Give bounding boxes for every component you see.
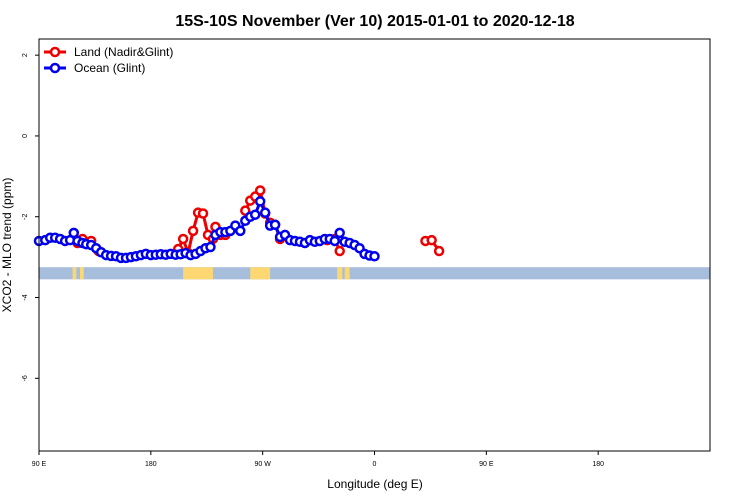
land-band-segment [72, 267, 77, 280]
data-point [197, 208, 209, 219]
x-axis-label: Longitude (deg E) [327, 477, 422, 491]
data-point [369, 251, 380, 262]
data-point [334, 245, 345, 257]
land-band-segment [183, 267, 213, 280]
data-point [254, 196, 266, 207]
y-axis-label: XCO2 - MLO trend (ppm) [0, 178, 14, 313]
series-ocean [33, 196, 380, 264]
land-band-segment [344, 267, 350, 280]
land-band-segment [80, 267, 84, 280]
land-band-segment [250, 267, 271, 280]
y-tick-label: -6 [22, 375, 29, 381]
data-point [205, 241, 216, 253]
x-tick-label: 0 [373, 461, 377, 468]
y-tick-label: -2 [22, 214, 29, 220]
data-point [249, 209, 261, 220]
x-tick-label: 90 W [254, 461, 271, 468]
legend-ocean-marker [49, 62, 61, 74]
y-tick-label: -4 [22, 294, 29, 300]
data-point [68, 227, 80, 239]
data-point [329, 235, 340, 247]
data-point [259, 207, 271, 218]
y-tick-label: 2 [22, 53, 29, 57]
legend-land-label: Land (Nadir&Glint) [74, 45, 173, 59]
legend: Land (Nadir&Glint) Ocean (Glint) [44, 45, 173, 75]
land-band-segment [338, 267, 343, 280]
x-tick-label: 180 [592, 461, 604, 468]
x-tick-label: 180 [145, 461, 157, 468]
data-point [254, 185, 266, 196]
data-point [235, 225, 246, 237]
data-point [334, 227, 345, 239]
land-mask-band [39, 267, 710, 280]
data-point [433, 245, 445, 257]
y-tick-label: 0 [22, 134, 29, 138]
x-tick-label: 90 E [32, 461, 47, 468]
data-point [177, 233, 189, 245]
x-tick-label: 90 E [479, 461, 494, 468]
axes: 90 E 180 90 W 0 90 E 180 2 0 -2 -4 -6 [22, 53, 604, 468]
plot-frame [38, 38, 711, 452]
legend-ocean-label: Ocean (Glint) [74, 61, 145, 75]
data-point [187, 225, 199, 237]
series-layer [33, 185, 445, 264]
legend-land-marker [49, 46, 61, 58]
chart-title: 15S-10S November (Ver 10) 2015-01-01 to … [175, 13, 574, 30]
data-point [269, 219, 281, 231]
ocean-band [39, 267, 710, 280]
data-point [426, 234, 437, 246]
